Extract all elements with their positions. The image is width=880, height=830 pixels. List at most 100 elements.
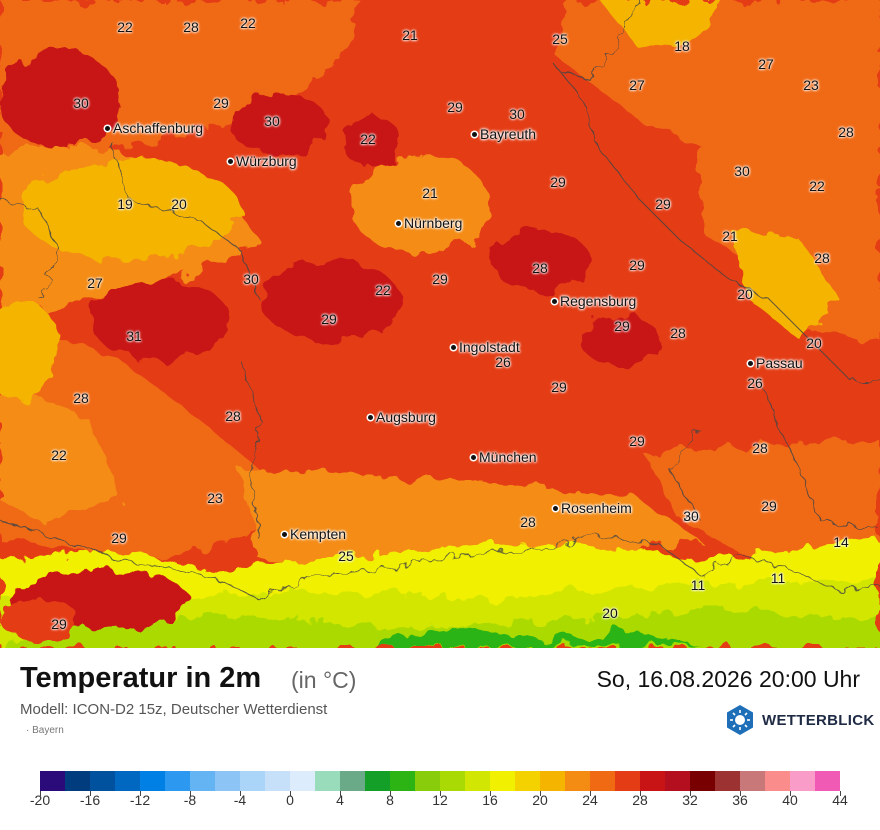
temperature-value: 30 (509, 106, 525, 122)
temperature-value: 27 (758, 56, 774, 72)
city-label-augsburg: Augsburg (368, 409, 436, 425)
legend-tick-label: 32 (682, 792, 698, 808)
legend-tick-mark (39, 791, 41, 796)
brand-logo[interactable]: WETTERBLICK (724, 704, 874, 736)
city-dot-icon (368, 414, 373, 420)
city-dot-icon (451, 344, 456, 350)
legend-tick-mark (739, 791, 741, 796)
temperature-value: 22 (51, 447, 67, 463)
legend-swatch (340, 771, 365, 791)
legend-swatch (565, 771, 590, 791)
temperature-value: 20 (602, 605, 618, 621)
city-label-rosenheim: Rosenheim (553, 500, 632, 516)
temperature-value: 25 (338, 548, 354, 564)
map-title: Temperatur in 2m (20, 662, 262, 694)
temperature-value: 26 (495, 354, 511, 370)
city-name: Kempten (290, 526, 347, 542)
temperature-value: 11 (770, 570, 786, 586)
temperature-value: 29 (432, 271, 448, 287)
legend-tick-label: -16 (79, 792, 101, 808)
legend-swatch (465, 771, 490, 791)
city-dot-icon (748, 360, 753, 366)
legend-swatch (390, 771, 415, 791)
map-unit: (in °C) (291, 667, 357, 693)
legend-swatch (265, 771, 290, 791)
legend-tick-label: 24 (582, 792, 598, 808)
temperature-value: 29 (51, 616, 67, 632)
legend-swatch (715, 771, 740, 791)
model-source: Modell: ICON-D2 15z, Deutscher Wetterdie… (20, 701, 328, 718)
city-name: Würzburg (236, 153, 297, 169)
city-label-ingolstadt: Ingolstadt (451, 339, 520, 355)
legend-swatch (65, 771, 90, 791)
region-label: · Bayern (26, 725, 64, 736)
legend-swatch (490, 771, 515, 791)
temperature-value: 29 (321, 311, 337, 327)
city-dot-icon (553, 505, 558, 511)
temperature-value: 19 (117, 196, 133, 212)
city-label-passau: Passau (748, 355, 803, 371)
city-dot-icon (228, 158, 233, 164)
legend-tick-label: 36 (732, 792, 748, 808)
temperature-value: 27 (87, 275, 103, 291)
legend-tick-label: 8 (386, 792, 394, 808)
legend-tick-mark (389, 791, 391, 796)
city-dot-icon (471, 454, 476, 460)
temperature-value: 28 (532, 260, 548, 276)
legend-tick-mark (689, 791, 691, 796)
legend-swatch (315, 771, 340, 791)
legend-tick-label: -4 (233, 792, 247, 808)
legend-tick-mark (89, 791, 91, 796)
city-name: München (479, 449, 537, 465)
legend-tick-label: -20 (29, 792, 51, 808)
legend-tick-mark (539, 791, 541, 796)
temperature-value: 26 (747, 375, 763, 391)
temperature-value: 22 (360, 131, 376, 147)
brand-name: WETTERBLICK (762, 711, 875, 729)
city-name: Aschaffenburg (113, 120, 204, 136)
temperature-value: 22 (375, 282, 391, 298)
city-name: Bayreuth (480, 126, 537, 142)
legend-tick-mark (639, 791, 641, 796)
temperature-value: 30 (243, 271, 259, 287)
temperature-value: 28 (752, 440, 768, 456)
temperature-value: 21 (722, 228, 738, 244)
temperature-value: 28 (520, 514, 536, 530)
legend-tick-label: 16 (482, 792, 498, 808)
temperature-value: 20 (806, 335, 822, 351)
map-footer (0, 648, 880, 830)
legend-swatch (190, 771, 215, 791)
legend-tick-mark (439, 791, 441, 796)
forecast-datetime: So, 16.08.2026 20:00 Uhr (596, 666, 860, 692)
legend-tick-label: -8 (183, 792, 197, 808)
legend-tick-mark (839, 791, 841, 796)
temperature-value: 29 (111, 530, 127, 546)
temperature-value: 18 (674, 38, 690, 54)
temperature-value: 22 (240, 15, 256, 31)
temperature-value: 28 (225, 408, 241, 424)
temperature-value: 28 (838, 124, 854, 140)
temperature-value: 14 (833, 534, 849, 550)
temperature-value: 30 (73, 95, 89, 111)
city-label-mnchen: München (471, 449, 537, 465)
temperature-value: 27 (629, 77, 645, 93)
temperature-value: 20 (737, 286, 753, 302)
legend-swatch (540, 771, 565, 791)
legend-swatch (415, 771, 440, 791)
temperature-value: 20 (171, 196, 187, 212)
legend-swatch (365, 771, 390, 791)
city-dot-icon (472, 131, 477, 137)
temperature-value: 23 (207, 490, 223, 506)
legend-tick-label: 12 (432, 792, 448, 808)
temperature-value: 29 (761, 498, 777, 514)
legend-tick-mark (489, 791, 491, 796)
temperature-map (0, 0, 880, 648)
temperature-value: 29 (629, 257, 645, 273)
legend-swatch (790, 771, 815, 791)
city-label-wrzburg: Würzburg (228, 153, 297, 169)
city-label-kempten: Kempten (282, 526, 346, 542)
legend-swatch (765, 771, 790, 791)
temperature-value: 28 (814, 250, 830, 266)
legend-swatch (815, 771, 840, 791)
city-name: Regensburg (560, 293, 637, 309)
